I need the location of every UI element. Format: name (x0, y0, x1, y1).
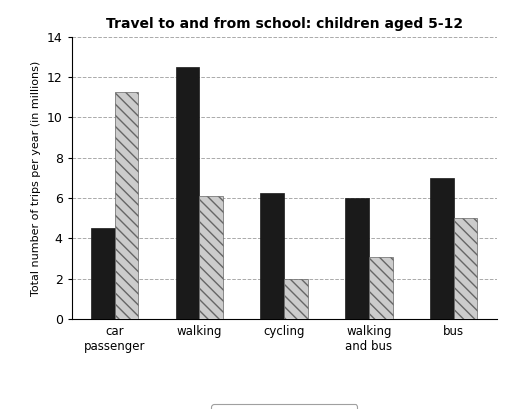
Bar (176, 67, 200, 319)
Bar (284, 279, 308, 319)
Bar (454, 218, 477, 319)
Bar (200, 196, 223, 319)
Bar (430, 178, 454, 319)
Y-axis label: Total number of trips per year (in millions): Total number of trips per year (in milli… (31, 60, 41, 296)
Bar (369, 256, 393, 319)
Bar (345, 198, 369, 319)
Bar (261, 193, 284, 319)
Title: Travel to and from school: children aged 5-12: Travel to and from school: children aged… (105, 18, 463, 31)
Legend: 1990, 2010: 1990, 2010 (211, 404, 357, 409)
Bar (91, 228, 115, 319)
Bar (115, 92, 138, 319)
